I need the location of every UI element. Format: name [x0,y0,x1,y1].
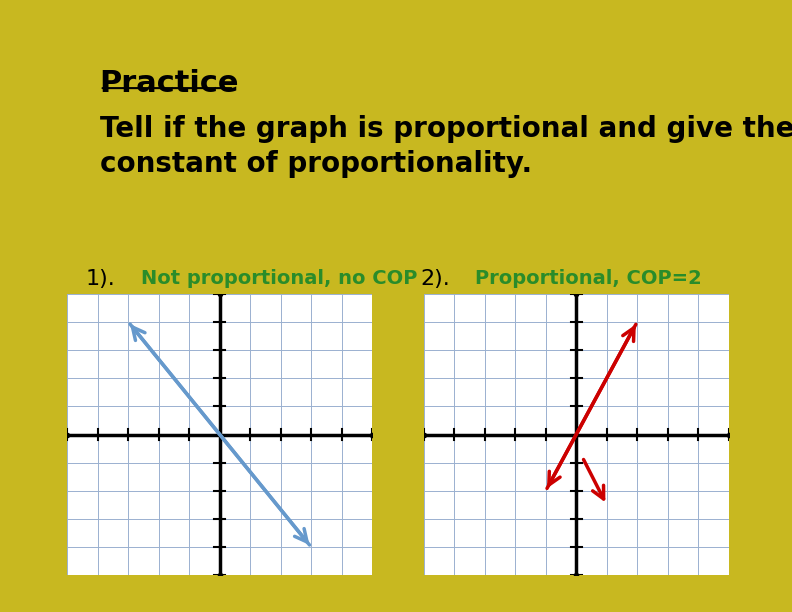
Text: Not proportional, no COP: Not proportional, no COP [141,269,417,288]
Text: Practice: Practice [100,69,239,98]
Text: Proportional, COP=2: Proportional, COP=2 [475,269,702,288]
Text: 1).: 1). [86,269,116,289]
Text: Tell if the graph is proportional and give the
constant of proportionality.: Tell if the graph is proportional and gi… [100,116,792,178]
Text: 2).: 2). [420,269,450,289]
